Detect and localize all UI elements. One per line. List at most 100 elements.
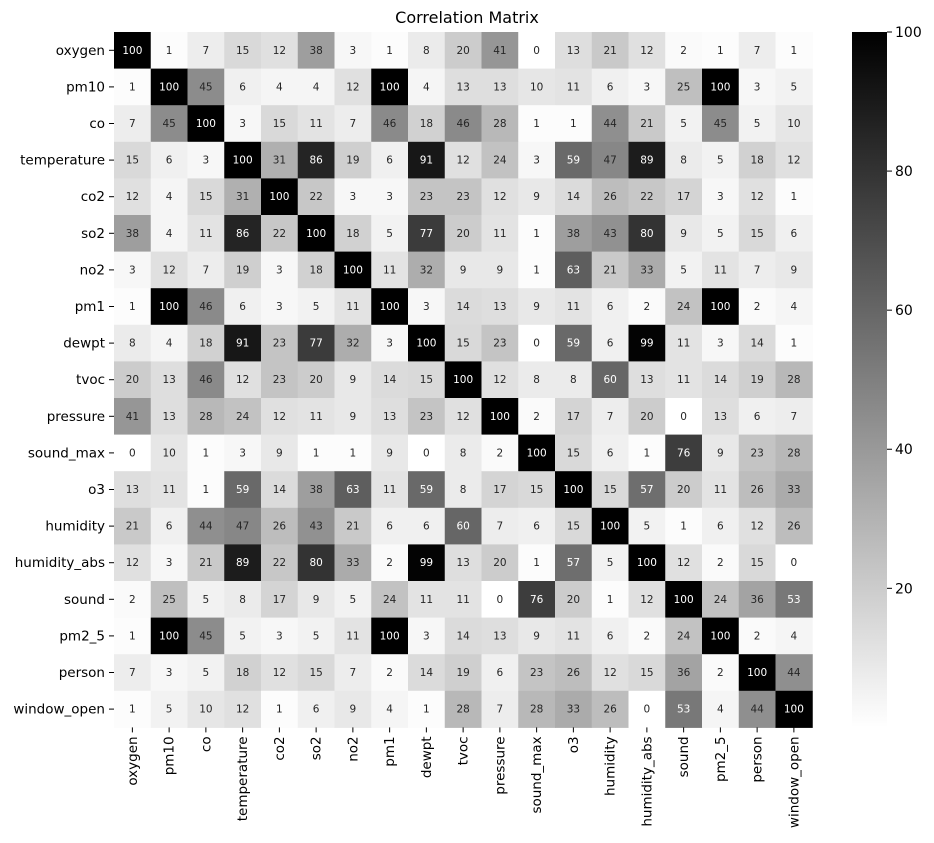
heatmap-cell	[738, 398, 776, 436]
heatmap-cell	[481, 507, 519, 545]
heatmap-cell	[481, 32, 519, 70]
x-tick-label: co	[198, 736, 214, 752]
heatmap-cell	[702, 690, 740, 728]
y-tick-label: humidity_abs	[15, 555, 105, 571]
heatmap-cell	[334, 434, 372, 472]
heatmap-cell-value: 28	[199, 411, 212, 423]
heatmap-cell	[224, 398, 262, 436]
heatmap-cell-value: 46	[199, 374, 213, 386]
heatmap-cell	[628, 507, 666, 545]
heatmap-cell	[555, 251, 593, 289]
heatmap-cell	[187, 507, 225, 545]
heatmap-cell-value: 8	[680, 155, 687, 167]
heatmap-cell-value: 10	[530, 81, 543, 93]
heatmap-cell-value: 100	[159, 81, 179, 93]
heatmap-cell-value: 100	[196, 118, 216, 130]
heatmap-cell	[481, 690, 519, 728]
heatmap-cell-value: 19	[456, 667, 469, 679]
heatmap-cell	[261, 654, 299, 692]
y-tick-label: o3	[88, 482, 105, 498]
heatmap-cell-value: 36	[750, 594, 764, 606]
heatmap-cell-value: 18	[199, 338, 212, 350]
heatmap-cell-value: 4	[166, 228, 173, 240]
heatmap-cell-value: 1	[533, 264, 540, 276]
heatmap-cell-value: 44	[603, 118, 617, 130]
heatmap-cell-value: 24	[677, 630, 691, 642]
heatmap-cell	[297, 68, 335, 106]
heatmap-cell	[444, 398, 482, 436]
heatmap-cell-value: 100	[122, 45, 142, 57]
heatmap-cell	[114, 178, 152, 216]
heatmap-cell	[628, 654, 666, 692]
heatmap-cell	[444, 215, 482, 253]
heatmap-cell	[408, 141, 446, 179]
heatmap-cell	[334, 288, 372, 326]
heatmap-cell-value: 12	[236, 704, 249, 716]
heatmap-cell	[187, 178, 225, 216]
heatmap-cell-value: 1	[129, 630, 136, 642]
heatmap-cell	[481, 544, 519, 582]
x-tick-label: so2	[309, 736, 325, 760]
heatmap-cell-value: 28	[456, 704, 469, 716]
heatmap-cell-value: 7	[497, 704, 504, 716]
heatmap-cell	[444, 690, 482, 728]
heatmap-cell-value: 17	[493, 484, 506, 496]
heatmap-cell	[187, 68, 225, 106]
heatmap-cell	[591, 68, 629, 106]
heatmap-cell	[702, 434, 740, 472]
heatmap-cell-value: 18	[309, 264, 322, 276]
heatmap-cell	[150, 398, 188, 436]
heatmap-cell	[187, 324, 225, 362]
heatmap-cell-value: 12	[493, 191, 506, 203]
heatmap-cell	[444, 32, 482, 70]
heatmap-cell-value: 100	[710, 81, 730, 93]
heatmap-cell	[224, 215, 262, 253]
heatmap-cell	[261, 178, 299, 216]
heatmap-cell	[775, 471, 813, 509]
heatmap-cell	[371, 361, 409, 399]
heatmap-cell	[371, 32, 409, 70]
heatmap-cell-value: 8	[239, 594, 246, 606]
heatmap-cell-value: 19	[346, 155, 359, 167]
heatmap-cell	[187, 434, 225, 472]
heatmap-cell-value: 4	[166, 338, 173, 350]
heatmap-cell-value: 6	[313, 704, 320, 716]
heatmap-cell	[371, 398, 409, 436]
heatmap-cell	[224, 178, 262, 216]
heatmap-cell	[261, 251, 299, 289]
heatmap-cell	[444, 471, 482, 509]
heatmap-cell-value: 33	[787, 484, 800, 496]
heatmap-cell	[628, 581, 666, 619]
heatmap-cell-value: 100	[527, 447, 547, 459]
heatmap-cell-value: 11	[493, 228, 506, 240]
heatmap-cell	[775, 141, 813, 179]
heatmap-cell-value: 6	[239, 301, 246, 313]
heatmap-cell-value: 5	[791, 81, 798, 93]
heatmap-cell-value: 8	[460, 447, 467, 459]
heatmap-cell	[665, 690, 703, 728]
heatmap-cell	[555, 617, 593, 655]
heatmap-cell-value: 12	[162, 264, 175, 276]
heatmap-cell	[224, 581, 262, 619]
heatmap-cell	[114, 507, 152, 545]
heatmap-cell	[775, 178, 813, 216]
heatmap-cell-value: 86	[236, 228, 250, 240]
heatmap-cell-value: 28	[787, 447, 800, 459]
heatmap-cell-value: 3	[239, 447, 246, 459]
heatmap-cell	[408, 690, 446, 728]
heatmap-cell-value: 7	[754, 264, 761, 276]
heatmap-cell	[371, 617, 409, 655]
heatmap-cell-value: 9	[276, 447, 283, 459]
heatmap-cell-value: 3	[203, 155, 210, 167]
heatmap-cell-value: 1	[423, 704, 430, 716]
heatmap-cell	[187, 617, 225, 655]
heatmap-cell	[408, 654, 446, 692]
heatmap-cell	[555, 178, 593, 216]
heatmap-cell-value: 1	[644, 447, 651, 459]
heatmap-cell	[591, 361, 629, 399]
y-tick-label: sound	[64, 592, 105, 608]
heatmap-cell-value: 7	[203, 264, 210, 276]
heatmap-cell	[481, 617, 519, 655]
y-tick-label: co2	[81, 189, 105, 205]
heatmap-cell	[150, 288, 188, 326]
